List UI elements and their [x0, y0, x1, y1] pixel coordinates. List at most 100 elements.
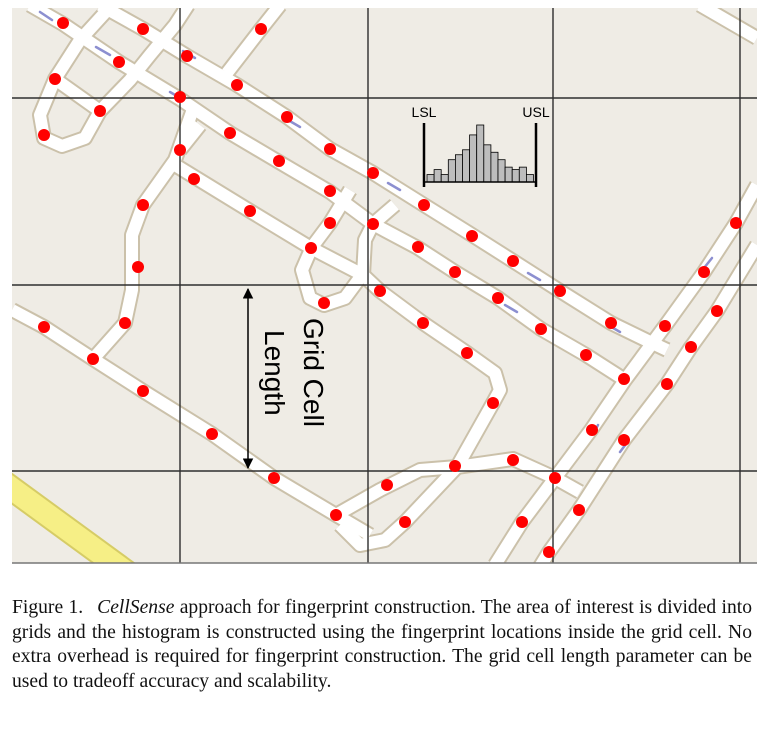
- fingerprint-point: [549, 472, 561, 484]
- grid-cell-length-indicator: Grid Cell Length: [242, 287, 329, 470]
- fingerprint-point: [535, 323, 547, 335]
- fingerprint-point: [618, 434, 630, 446]
- fingerprint-point: [174, 91, 186, 103]
- direction-arrow-icon: [526, 271, 542, 282]
- fingerprint-point: [586, 424, 598, 436]
- fingerprint-point: [137, 199, 149, 211]
- histogram-bar: [497, 159, 506, 183]
- fingerprint-point: [659, 320, 671, 332]
- lsl-label: LSL: [412, 104, 437, 120]
- road: [171, 159, 506, 551]
- usl-label: USL: [522, 104, 549, 120]
- histogram-bar: [511, 169, 520, 183]
- fingerprint-point: [137, 385, 149, 397]
- fingerprint-point: [305, 242, 317, 254]
- caption-text: approach for fingerprint construction. T…: [12, 597, 752, 692]
- caption-emphasis: CellSense: [97, 597, 175, 618]
- road: [51, 74, 104, 116]
- fingerprint-point: [324, 217, 336, 229]
- fingerprint-point: [573, 504, 585, 516]
- fingerprint-point: [507, 255, 519, 267]
- grid-cell-label-line2: Length: [259, 330, 290, 416]
- fingerprint-locations: [38, 17, 742, 558]
- grid-cell-label-line1: Grid Cell: [298, 318, 329, 427]
- fingerprint-point: [132, 261, 144, 273]
- fingerprint-point: [605, 317, 617, 329]
- histogram-bar: [490, 151, 499, 183]
- direction-arrow-icon: [94, 45, 112, 57]
- fingerprint-point: [206, 428, 218, 440]
- fingerprint-point: [466, 230, 478, 242]
- figure-caption: Figure 1. CellSense approach for fingerpr…: [12, 596, 752, 694]
- direction-arrow-icon: [503, 303, 519, 314]
- road: [647, 336, 670, 356]
- grid-map-figure: LSL USL Grid Cell Length: [12, 8, 757, 564]
- road: [27, 8, 629, 386]
- fingerprint-point: [418, 199, 430, 211]
- fingerprint-point: [268, 472, 280, 484]
- fingerprint-point: [49, 73, 61, 85]
- fingerprint-point: [281, 111, 293, 123]
- histogram-bar: [526, 174, 534, 183]
- histogram-bar: [433, 169, 442, 183]
- histogram-bar: [518, 166, 527, 183]
- fingerprint-point: [399, 516, 411, 528]
- fingerprint-point: [224, 127, 236, 139]
- fingerprint-point: [412, 241, 424, 253]
- fingerprint-point: [449, 460, 461, 472]
- road: [535, 241, 757, 563]
- histogram-bar: [476, 124, 485, 183]
- fingerprint-point: [181, 50, 193, 62]
- fingerprint-point: [119, 317, 131, 329]
- fingerprint-point: [188, 173, 200, 185]
- fingerprint-point: [174, 144, 186, 156]
- fingerprint-point: [94, 105, 106, 117]
- fingerprint-point: [516, 516, 528, 528]
- direction-arrow-icon: [38, 10, 54, 22]
- fingerprint-point: [698, 266, 710, 278]
- fingerprint-point: [661, 378, 673, 390]
- fingerprint-point: [618, 373, 630, 385]
- fingerprint-point: [487, 397, 499, 409]
- fingerprint-point: [554, 285, 566, 297]
- histogram-bar: [447, 159, 456, 183]
- highway-road: [12, 472, 136, 563]
- fingerprint-point: [318, 297, 330, 309]
- fingerprint-point: [244, 205, 256, 217]
- fingerprint-point: [113, 56, 125, 68]
- fingerprint-point: [449, 266, 461, 278]
- road: [12, 304, 374, 541]
- road: [34, 8, 194, 152]
- fingerprint-point: [374, 285, 386, 297]
- fingerprint-point: [711, 305, 723, 317]
- grid-lines: [12, 8, 757, 563]
- fingerprint-point: [38, 321, 50, 333]
- histogram-bar: [426, 174, 435, 183]
- fingerprint-point: [273, 155, 285, 167]
- fingerprint-point: [492, 292, 504, 304]
- histogram-bar: [469, 134, 478, 183]
- histogram-bar: [483, 144, 492, 183]
- histogram-bar: [454, 154, 463, 183]
- fingerprint-point: [87, 353, 99, 365]
- fingerprint-point: [367, 218, 379, 230]
- fingerprint-point: [507, 454, 519, 466]
- fingerprint-point: [231, 79, 243, 91]
- fingerprint-point: [381, 479, 393, 491]
- fingerprint-point: [417, 317, 429, 329]
- histogram-bar: [504, 166, 513, 183]
- histogram-bar: [462, 149, 470, 183]
- fingerprint-point: [461, 347, 473, 359]
- fingerprint-point: [324, 143, 336, 155]
- fingerprint-point: [137, 23, 149, 35]
- fingerprint-point: [57, 17, 69, 29]
- fingerprint-point: [38, 129, 50, 141]
- caption-label: Figure 1.: [12, 597, 84, 618]
- direction-arrow-icon: [386, 181, 402, 192]
- fingerprint-point: [580, 349, 592, 361]
- fingerprint-point: [730, 217, 742, 229]
- histogram: LSL USL: [412, 104, 550, 187]
- fingerprint-point: [367, 167, 379, 179]
- histogram-bar: [440, 174, 449, 183]
- fingerprint-point: [330, 509, 342, 521]
